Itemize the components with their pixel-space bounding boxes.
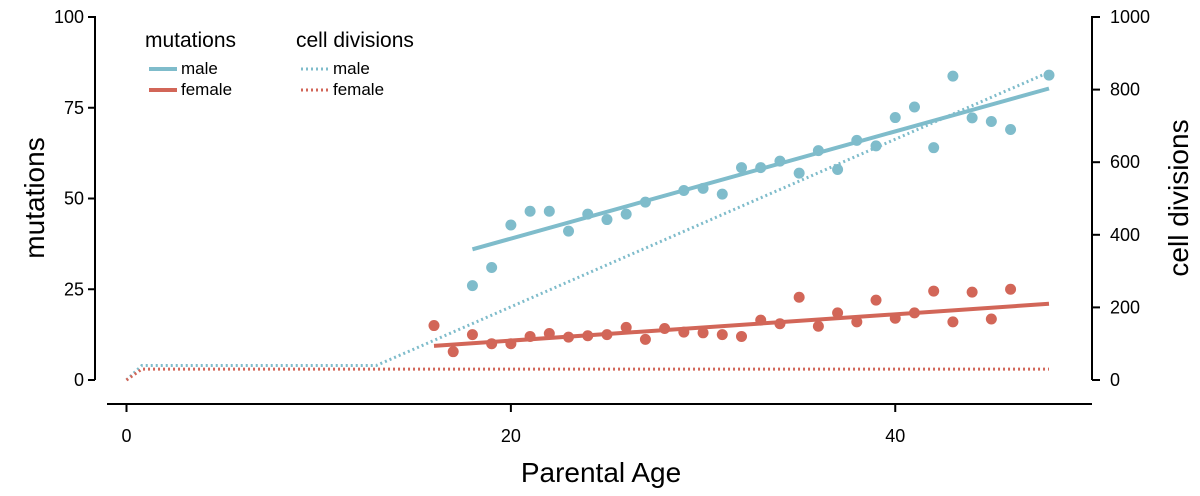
left-y-axis-title: mutations	[19, 137, 50, 258]
legend-label-male-cell-divisions: male	[333, 59, 370, 78]
male-mutations-point	[1043, 69, 1055, 81]
female-mutations-point	[1005, 283, 1017, 295]
female-mutations-point	[812, 320, 824, 332]
male-mutations-point	[601, 214, 613, 226]
male-mutations-point	[543, 205, 555, 217]
male-mutations-point	[1005, 124, 1017, 136]
legend-label-female-cell-divisions: female	[333, 80, 384, 99]
female-mutations-point	[678, 326, 690, 338]
female-mutations-point	[428, 320, 440, 332]
male-mutations-point	[505, 219, 517, 231]
male-mutations-point	[793, 167, 805, 179]
male-mutations-point	[716, 188, 728, 200]
left-y-tick-label: 100	[54, 7, 84, 27]
right-y-tick-label: 800	[1110, 80, 1140, 100]
male-mutations-point	[697, 182, 709, 194]
female-mutations-point	[659, 322, 671, 334]
male-mutations-point	[678, 185, 690, 197]
female-mutations-point	[505, 338, 517, 350]
male-mutations-point	[870, 140, 882, 152]
legend: mutations cell divisions male female mal…	[145, 29, 414, 99]
female-mutations-point	[601, 329, 613, 341]
female-mutations-point	[870, 294, 882, 306]
male-mutations-point	[908, 101, 920, 113]
female-mutations-point	[466, 329, 478, 341]
right-y-axis-title: cell divisions	[1163, 119, 1194, 276]
female-mutations-point	[639, 333, 651, 345]
x-tick-label: 20	[501, 426, 521, 446]
male-mutations-point	[832, 163, 844, 175]
male-mutations-point	[486, 261, 498, 273]
male-mutations-point	[524, 205, 536, 217]
male-mutations-point	[812, 145, 824, 157]
male-mutations-point	[966, 112, 978, 124]
male-mutations-point	[985, 116, 997, 128]
right-y-tick-label: 200	[1110, 297, 1140, 317]
x-tick-label: 40	[885, 426, 905, 446]
x-tick-label: 0	[121, 426, 131, 446]
right-y-tick-label: 600	[1110, 152, 1140, 172]
legend-label-male-mutations: male	[181, 59, 218, 78]
series-points-layer	[428, 69, 1055, 358]
left-y-tick-label: 50	[64, 189, 84, 209]
female-mutations-point	[447, 346, 459, 358]
female-mutations-point	[582, 330, 594, 342]
axes-layer	[94, 16, 1093, 405]
male-mutations-point	[755, 162, 767, 174]
female-mutations-point	[928, 285, 940, 297]
female-mutations-point	[851, 316, 863, 328]
right-y-tick-label: 0	[1110, 370, 1120, 390]
female-mutations-point	[736, 330, 747, 342]
female-mutations-point	[985, 313, 997, 325]
female-mutations-point	[524, 330, 536, 342]
male-mutations-point	[563, 225, 575, 237]
male-mutations-point	[736, 162, 747, 174]
female-mutations-fit-line	[433, 301, 1050, 348]
legend-title-mutations: mutations	[145, 29, 236, 52]
female-mutations-point	[563, 331, 575, 343]
female-mutations-point	[908, 307, 920, 319]
legend-title-cell-divisions: cell divisions	[296, 29, 414, 52]
right-y-tick-label: 1000	[1110, 7, 1150, 27]
female-mutations-point	[486, 338, 498, 350]
female-mutations-point	[543, 328, 555, 340]
female-mutations-point	[755, 314, 767, 326]
female-mutations-point	[947, 316, 959, 328]
male-mutations-point	[774, 155, 786, 167]
left-y-tick-label: 75	[64, 98, 84, 118]
male-mutations-point	[582, 208, 594, 220]
male-mutations-point	[639, 196, 651, 208]
right-y-tick-label: 400	[1110, 225, 1140, 245]
left-y-tick-label: 0	[74, 370, 84, 390]
legend-label-female-mutations: female	[181, 80, 232, 99]
female-cell-divisions-line	[125, 367, 1049, 382]
male-mutations-point	[947, 70, 959, 82]
male-mutations-point	[851, 134, 863, 146]
left-y-tick-label: 25	[64, 279, 84, 299]
female-mutations-point	[889, 312, 901, 324]
x-axis-title: Parental Age	[521, 457, 681, 488]
female-mutations-point	[716, 329, 728, 341]
female-mutations-point	[774, 318, 786, 330]
female-mutations-point	[697, 327, 709, 339]
female-mutations-point	[966, 286, 978, 298]
male-mutations-point	[620, 208, 632, 220]
male-mutations-point	[466, 280, 478, 292]
female-mutations-point	[832, 307, 844, 319]
male-mutations-point	[889, 112, 901, 124]
female-mutations-point	[793, 291, 805, 303]
female-mutations-point	[620, 321, 632, 333]
male-mutations-point	[928, 142, 940, 154]
